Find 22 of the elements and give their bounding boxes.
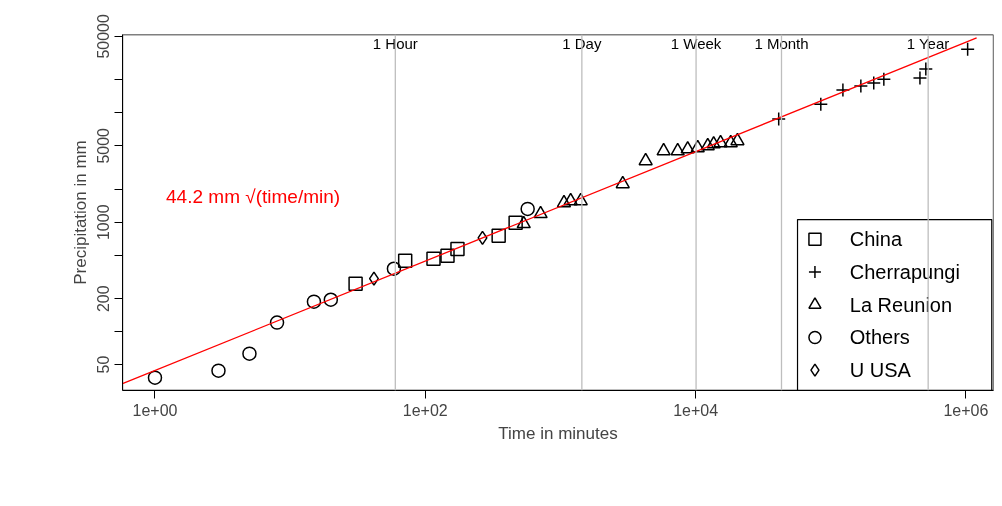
x-tick-label: 1e+06 bbox=[943, 401, 989, 419]
ref-line-label: 1 Month bbox=[754, 34, 809, 52]
legend-label: Cherrapungi bbox=[849, 260, 960, 283]
x-axis-title: Time in minutes bbox=[498, 423, 618, 443]
x-tick-label: 1e+04 bbox=[673, 401, 719, 419]
y-tick-label: 50000 bbox=[95, 14, 113, 59]
annotation: 44.2 mm √(time/min) bbox=[166, 185, 341, 207]
legend-label: U USA bbox=[849, 359, 912, 382]
legend-label: China bbox=[849, 228, 903, 251]
legend-label: La Reunion bbox=[849, 293, 953, 316]
ref-line-label: 1 Week bbox=[670, 34, 722, 52]
y-tick-label: 50 bbox=[95, 355, 113, 374]
x-tick-label: 1e+00 bbox=[132, 401, 178, 419]
ref-line-label: 1 Day bbox=[562, 34, 602, 52]
ref-line-label: 1 Year bbox=[906, 34, 950, 52]
ref-line-label: 1 Hour bbox=[372, 34, 418, 52]
y-tick-label: 1000 bbox=[95, 204, 113, 241]
y-tick-label: 5000 bbox=[95, 127, 113, 164]
x-tick-label: 1e+02 bbox=[402, 401, 448, 419]
y-axis-title: Precipitation in mm bbox=[70, 140, 90, 285]
y-tick-label: 200 bbox=[95, 285, 113, 313]
legend-label: Others bbox=[849, 326, 910, 349]
